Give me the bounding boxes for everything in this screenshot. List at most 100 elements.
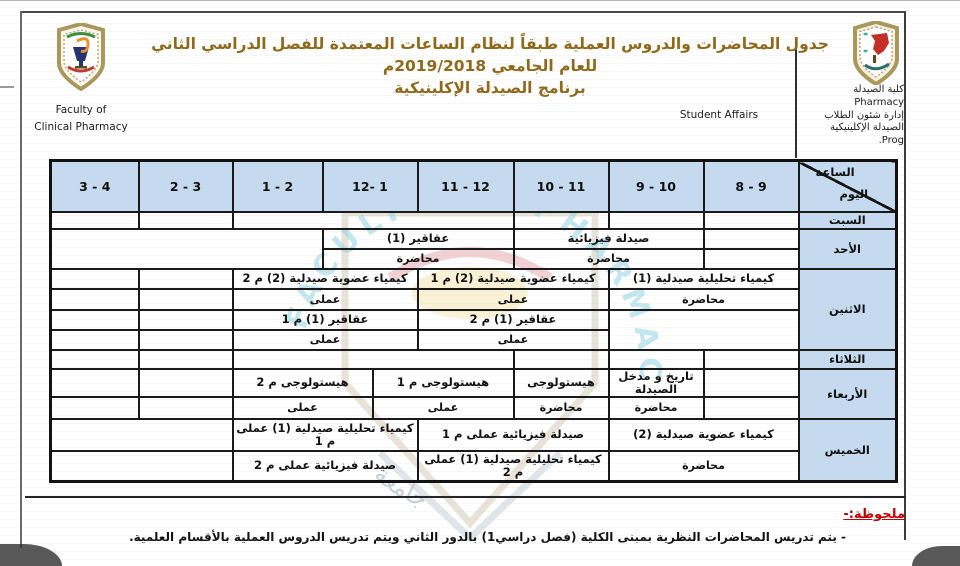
header-divider-line xyxy=(795,45,797,158)
title-line-3: برنامج الصيدلة الإكلينيكية xyxy=(394,79,586,97)
empty-cell xyxy=(137,267,234,290)
cell-wed-histology: هيستولوجى xyxy=(512,367,610,398)
title-line-1: جدول المحاضرات والدروس العملية طبقاً لنظ… xyxy=(151,35,829,53)
row-saturday: السبت xyxy=(49,210,898,230)
empty-cell xyxy=(702,247,800,270)
note-text: - يتم تدريس المحاضرات النظرية بمبنى الكل… xyxy=(129,530,846,544)
cell-wed-histology-g2: هيستولوجى م 2 xyxy=(231,367,374,398)
cell-thu-physical-practical-g1: صيدلة فيزيائية عملى م 1 xyxy=(416,417,610,452)
header-row: الساعة اليوم 9 - 8 10 - 9 11 - 10 12 - 1… xyxy=(49,159,898,213)
cell-mon-pharmacognosy-g2-kind: عملى xyxy=(416,328,610,351)
empty-cell xyxy=(49,348,140,370)
faculty-shield-logo xyxy=(55,21,107,95)
scan-edge-top xyxy=(0,0,960,1)
empty-cell xyxy=(49,210,140,230)
time-header-8-9: 9 - 8 xyxy=(702,159,800,213)
corner-day-label: اليوم xyxy=(839,187,869,201)
time-header-2-3: 3 - 2 xyxy=(137,159,234,213)
row-monday-2: محاضرة عملى عملى xyxy=(49,287,897,311)
cell-mon-organic-g2-kind: عملى xyxy=(231,287,419,311)
pharmacy-shield-logo xyxy=(851,19,901,89)
day-label-tuesday: الثلاثاء xyxy=(797,348,898,370)
page-frame-left-line xyxy=(20,11,22,548)
cell-sun-pharmacognosy-kind: محاضرة xyxy=(321,247,515,270)
empty-cell xyxy=(137,367,234,398)
empty-cell xyxy=(137,287,234,311)
corner-hour-label: الساعة xyxy=(815,165,855,179)
right-caption-faculty-ar: كلية الصيدلة xyxy=(853,84,904,95)
cell-thu-organic-chem: كيمياء عضوية صيدلية (2) xyxy=(607,417,800,452)
left-caption-line2: Clinical Pharmacy xyxy=(34,121,128,133)
row-thursday-2: محاضرة كيمياء تحليلية صيدلية (1) عملى م … xyxy=(49,449,897,483)
row-wednesday-2: محاضرة محاضرة عملى عملى xyxy=(49,395,897,420)
time-header-12-1: 1 -12 xyxy=(321,159,419,213)
empty-cell xyxy=(137,210,234,230)
empty-cell xyxy=(607,210,705,230)
cell-mon-analytical-chem-kind: محاضرة xyxy=(607,287,800,311)
time-header-1-2: 2 - 1 xyxy=(231,159,324,213)
empty-cell xyxy=(231,348,515,370)
right-caption-prog: Prog. xyxy=(878,135,904,147)
row-wednesday-1: الأربعاء تاريخ و مدخل الصيدلة هيستولوجى … xyxy=(49,367,898,420)
cell-wed-history-intro: تاريخ و مدخل الصيدلة xyxy=(607,367,705,398)
empty-cell xyxy=(702,367,800,398)
scan-edge-tick xyxy=(0,86,14,88)
cell-wed-histology-g1: هيستولوجى م 1 xyxy=(371,367,515,398)
empty-cell xyxy=(49,367,140,398)
cell-wed-histology-g1-kind: عملى xyxy=(371,395,515,420)
cell-sun-physical-pharmacy-kind: محاضرة xyxy=(512,247,705,270)
cell-thu-analytical-practical-g2: كيمياء تحليلية صيدلية (1) عملى م 2 xyxy=(416,449,610,483)
cell-thu-organic-chem-kind: محاضرة xyxy=(607,449,800,483)
page-frame-top-line xyxy=(20,11,906,13)
day-label-monday: الاثنين xyxy=(797,267,898,351)
cell-mon-analytical-chem: كيمياء تحليلية صيدلية (1) xyxy=(607,267,800,290)
document-title-block: جدول المحاضرات والدروس العملية طبقاً لنظ… xyxy=(120,33,860,99)
cell-mon-pharmacognosy-g2: عقاقير (1) م 2 xyxy=(416,308,610,331)
empty-cell xyxy=(49,267,140,290)
row-tuesday: الثلاثاء xyxy=(49,348,898,370)
empty-cell xyxy=(49,395,140,420)
empty-cell xyxy=(137,328,234,351)
cell-thu-analytical-practical-g1: كيمياء تحليلية صيدلية (1) عملى م 1 xyxy=(231,417,419,452)
cell-thu-physical-practical-g2: صيدلة فيزيائية عملى م 2 xyxy=(231,449,419,483)
row-monday-1: الاثنين كيمياء تحليلية صيدلية (1) كيمياء… xyxy=(49,267,898,351)
empty-cell xyxy=(607,348,705,370)
empty-cell xyxy=(702,395,800,420)
day-label-sunday: الأحد xyxy=(797,227,898,270)
day-label-thursday: الخميس xyxy=(797,417,898,483)
page-frame-right-line xyxy=(904,11,906,540)
scanner-corner-shadow-right xyxy=(912,546,960,566)
empty-cell xyxy=(49,449,234,483)
cell-mon-organic-chem-g2: كيمياء عضوية صيدلية (2) م 2 xyxy=(231,267,419,290)
note-label: ملحوظة:- xyxy=(843,507,905,522)
time-header-3-4: 4 - 3 xyxy=(49,159,140,213)
empty-cell xyxy=(49,417,234,452)
student-affairs-label: Student Affairs xyxy=(679,109,759,121)
timetable: الساعة اليوم 9 - 8 10 - 9 11 - 10 12 - 1… xyxy=(49,159,898,483)
right-caption-pharmacy-en: Pharmacy xyxy=(854,96,904,108)
empty-cell xyxy=(49,308,140,331)
left-caption-line1: Faculty of xyxy=(55,104,107,116)
empty-cell xyxy=(607,308,800,351)
empty-cell xyxy=(137,395,234,420)
empty-cell xyxy=(702,210,800,230)
empty-cell xyxy=(702,348,800,370)
time-header-9-10: 10 - 9 xyxy=(607,159,705,213)
row-thursday-1: الخميس كيمياء عضوية صيدلية (2) صيدلة فيز… xyxy=(49,417,898,483)
cell-mon-pharmacognosy-g1: عقاقير (1) م 1 xyxy=(231,308,419,331)
day-label-saturday: السبت xyxy=(797,210,898,230)
time-header-10-11: 11 - 10 xyxy=(512,159,610,213)
note-separator-line xyxy=(25,496,906,498)
corner-hour-day-cell: الساعة اليوم xyxy=(797,159,898,213)
empty-cell xyxy=(49,287,140,311)
empty-cell xyxy=(702,227,800,250)
empty-cell xyxy=(49,227,324,270)
cell-mon-pharmacognosy-g1-kind: عملى xyxy=(231,328,419,351)
cell-wed-history-kind: محاضرة xyxy=(607,395,705,420)
time-header-11-12: 12 - 11 xyxy=(416,159,515,213)
cell-wed-histology-g2-kind: عملى xyxy=(231,395,374,420)
cell-mon-organic-chem-g1: كيمياء عضوية صيدلية (2) م 1 xyxy=(416,267,610,290)
empty-cell xyxy=(231,210,515,230)
right-caption-clinical-ar: الصيدلة الإكلينيكية xyxy=(830,122,904,134)
